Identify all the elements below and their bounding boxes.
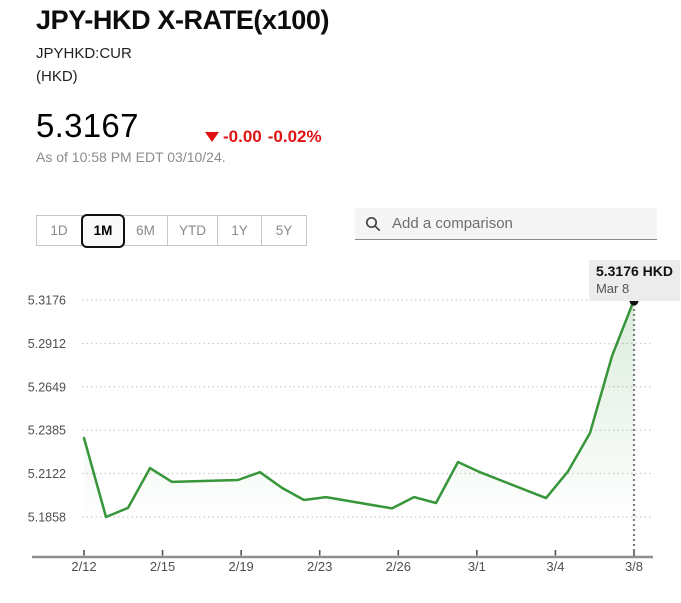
area-fill — [84, 300, 634, 557]
x-axis-label: 3/8 — [625, 559, 643, 574]
tooltip-price: 5.3176 HKD — [595, 263, 673, 279]
x-axis-label: 2/26 — [386, 559, 411, 574]
price-line[interactable] — [82, 298, 636, 519]
range-selector: 1D 1M 6M YTD 1Y 5Y — [36, 213, 307, 248]
y-axis-label: 5.2912 — [28, 337, 66, 351]
range-tab-ytd[interactable]: YTD — [168, 216, 218, 245]
range-tab-1y[interactable]: 1Y — [218, 216, 262, 245]
x-axis-label: 2/15 — [150, 559, 175, 574]
search-icon — [365, 216, 381, 231]
y-axis-label: 5.1858 — [28, 511, 66, 525]
y-axis-label: 5.3176 — [28, 294, 66, 308]
change-value: -0.00 — [223, 127, 262, 146]
range-tab-1d[interactable]: 1D — [37, 216, 82, 245]
ticker-symbol: JPYHKD:CUR — [36, 45, 132, 62]
comparison-search-input[interactable] — [390, 214, 647, 233]
x-axis-label: 3/1 — [468, 559, 486, 574]
down-triangle-icon — [205, 132, 219, 142]
range-tab-5y[interactable]: 5Y — [262, 216, 306, 245]
currency-label: (HKD) — [36, 68, 78, 85]
y-axis-label: 5.2122 — [28, 467, 66, 481]
tooltip-date: Mar 8 — [595, 280, 630, 296]
comparison-search[interactable] — [355, 208, 657, 240]
as-of-timestamp: As of 10:58 PM EDT 03/10/24. — [36, 149, 226, 165]
x-axis-label: 3/4 — [546, 559, 564, 574]
last-price: 5.3167 — [36, 107, 139, 144]
x-axis-label: 2/12 — [71, 559, 96, 574]
y-axis-label: 5.2649 — [28, 380, 66, 394]
y-axis-label: 5.2385 — [28, 424, 66, 438]
change-percent: -0.02% — [267, 127, 322, 146]
page-title: JPY-HKD X-RATE(x100) — [36, 5, 330, 35]
x-axis-label: 2/23 — [307, 559, 332, 574]
range-tab-6m[interactable]: 6M — [124, 216, 168, 245]
range-tab-1m[interactable]: 1M — [81, 213, 125, 248]
price-change: -0.00 -0.02% — [205, 127, 322, 147]
price-chart[interactable]: 5.3176 5.2912 5.2649 5.2385 5.2122 5.1858 2/12… — [0, 250, 681, 603]
last-price-tooltip: 5.3176 HKD Mar 8 — [588, 260, 680, 301]
x-axis-label: 2/19 — [228, 559, 253, 574]
